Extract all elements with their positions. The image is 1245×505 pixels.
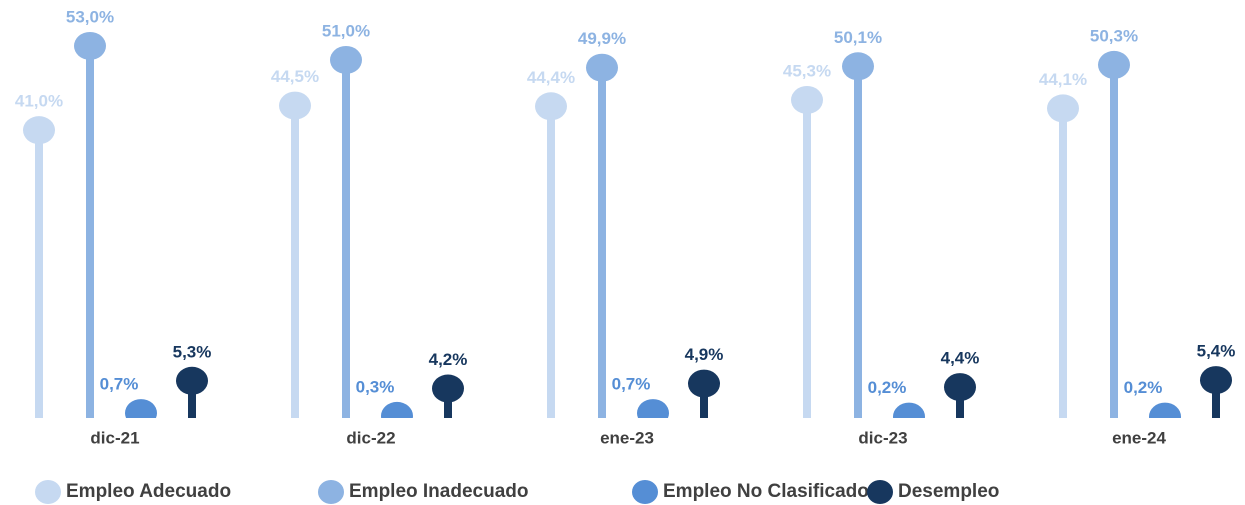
stem: [342, 59, 350, 418]
labels: dic-21 41,0% 53,0% 0,7% 5,3% dic-22 44,5% 51,0%…: [15, 7, 1235, 504]
legend-label: Empleo No Clasificado: [663, 481, 869, 502]
legend-marker: [318, 480, 344, 504]
value-label: 51,0%: [322, 21, 370, 40]
stem: [188, 380, 196, 418]
lollipop: [74, 31, 106, 418]
value-label: 44,1%: [1039, 70, 1087, 89]
stem: [598, 67, 606, 418]
value-label: 44,4%: [527, 68, 575, 87]
lollipop: [1200, 366, 1232, 418]
head: [381, 401, 413, 418]
legend-label: Empleo Inadecuado: [349, 481, 528, 502]
value-label: 50,1%: [834, 28, 882, 47]
head: [279, 91, 311, 120]
value-label: 0,7%: [100, 375, 139, 394]
lollipop: [279, 91, 311, 418]
head: [535, 92, 567, 121]
lollipop: [1047, 94, 1079, 418]
head: [688, 369, 720, 398]
stem: [956, 387, 964, 418]
head: [74, 31, 106, 60]
head: [842, 52, 874, 81]
value-label: 0,2%: [1124, 378, 1163, 397]
stem: [700, 383, 708, 418]
value-label: 50,3%: [1090, 26, 1138, 45]
head: [330, 45, 362, 74]
stem: [291, 105, 299, 418]
stem: [1110, 64, 1118, 418]
value-label: 4,4%: [941, 349, 980, 368]
stem: [547, 106, 555, 418]
head: [893, 402, 925, 418]
x-tick-label: dic-23: [858, 428, 907, 447]
head: [1047, 94, 1079, 123]
head: [1149, 402, 1181, 418]
x-tick-label: ene-23: [600, 428, 654, 447]
stem: [35, 130, 43, 418]
value-label: 4,2%: [429, 350, 468, 369]
value-label: 0,7%: [612, 375, 651, 394]
x-tick-label: ene-24: [1112, 428, 1166, 447]
stem: [854, 66, 862, 418]
legend-marker: [867, 480, 893, 504]
legend-label: Empleo Adecuado: [66, 481, 231, 502]
value-label: 0,2%: [868, 378, 907, 397]
head: [176, 366, 208, 395]
value-label: 53,0%: [66, 7, 114, 26]
legend-marker: [35, 480, 61, 504]
lollipop: [1149, 402, 1181, 418]
lollipop: [893, 402, 925, 418]
lollipop: [23, 116, 55, 418]
value-label: 49,9%: [578, 29, 626, 48]
lollipop: [535, 92, 567, 418]
head: [125, 399, 157, 418]
head: [432, 374, 464, 403]
head: [23, 116, 55, 145]
stem: [86, 45, 94, 418]
legend-marker: [632, 480, 658, 504]
value-label: 44,5%: [271, 67, 319, 86]
lollipop: [125, 399, 157, 418]
lollipop: [432, 374, 464, 418]
head: [1200, 366, 1232, 395]
x-tick-label: dic-21: [90, 428, 139, 447]
head: [637, 399, 669, 418]
head: [1098, 50, 1130, 79]
stem: [803, 99, 811, 418]
lollipop: [381, 401, 413, 418]
value-label: 45,3%: [783, 61, 831, 80]
value-label: 5,4%: [1197, 342, 1236, 361]
stem: [444, 388, 452, 418]
legend-label: Desempleo: [898, 481, 999, 502]
stem: [1212, 380, 1220, 418]
value-label: 5,3%: [173, 342, 212, 361]
lollipop: [586, 53, 618, 418]
lollipop: [176, 366, 208, 418]
value-label: 4,9%: [685, 345, 724, 364]
plot-area: [23, 31, 1232, 418]
lollipop: [791, 85, 823, 418]
lollipop: [1098, 50, 1130, 418]
lollipop: [330, 45, 362, 418]
lollipop: [688, 369, 720, 418]
lollipop: [944, 373, 976, 418]
stem: [1059, 108, 1067, 418]
x-tick-label: dic-22: [346, 428, 395, 447]
value-label: 0,3%: [356, 377, 395, 396]
lollipop: [637, 399, 669, 418]
head: [586, 53, 618, 82]
lollipop: [842, 52, 874, 418]
value-label: 41,0%: [15, 92, 63, 111]
head: [791, 85, 823, 114]
head: [944, 373, 976, 402]
